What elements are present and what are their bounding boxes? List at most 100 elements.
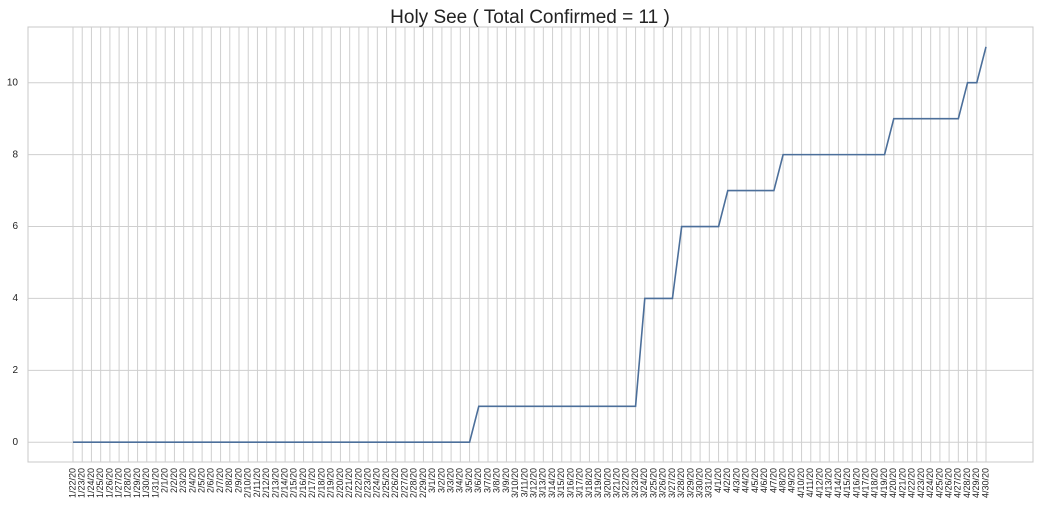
x-tick-label: 2/29/20 <box>418 468 428 498</box>
x-tick-label: 1/27/20 <box>113 468 123 498</box>
y-tick-label: 6 <box>12 221 18 232</box>
x-tick-label: 4/23/20 <box>916 468 926 498</box>
x-tick-label: 3/18/20 <box>584 468 594 498</box>
x-tick-label: 3/26/20 <box>658 468 668 498</box>
x-tick-label: 3/15/20 <box>556 468 566 498</box>
x-tick-label: 3/2/20 <box>436 468 446 493</box>
x-tick-label: 4/21/20 <box>897 468 907 498</box>
x-tick-label: 4/15/20 <box>842 468 852 498</box>
x-tick-label: 2/4/20 <box>187 468 197 493</box>
x-tick-label: 4/8/20 <box>777 468 787 493</box>
x-tick-label: 3/28/20 <box>676 468 686 498</box>
x-tick-label: 3/4/20 <box>455 468 465 493</box>
x-tick-label: 3/3/20 <box>445 468 455 493</box>
x-tick-label: 1/24/20 <box>86 468 96 498</box>
x-tick-label: 3/29/20 <box>685 468 695 498</box>
x-tick-label: 2/23/20 <box>362 468 372 498</box>
chart-title: Holy See ( Total Confirmed = 11 ) <box>390 7 670 28</box>
x-tick-label: 3/19/20 <box>593 468 603 498</box>
x-tick-label: 2/27/20 <box>399 468 409 498</box>
x-tick-label: 1/22/20 <box>67 468 77 498</box>
x-tick-label: 3/8/20 <box>492 468 502 493</box>
x-tick-label: 2/8/20 <box>224 468 234 493</box>
x-tick-label: 3/9/20 <box>501 468 511 493</box>
x-tick-label: 2/7/20 <box>215 468 225 493</box>
x-tick-label: 3/10/20 <box>510 468 520 498</box>
x-tick-label: 2/25/20 <box>381 468 391 498</box>
x-tick-label: 3/7/20 <box>482 468 492 493</box>
x-tick-label: 3/24/20 <box>639 468 649 498</box>
x-tick-label: 2/26/20 <box>390 468 400 498</box>
x-tick-label: 2/9/20 <box>233 468 243 493</box>
x-tick-label: 4/4/20 <box>741 468 751 493</box>
x-tick-label: 3/30/20 <box>694 468 704 498</box>
x-tick-label: 1/28/20 <box>123 468 133 498</box>
x-tick-label: 3/21/20 <box>611 468 621 498</box>
x-tick-label: 3/20/20 <box>602 468 612 498</box>
x-tick-label: 3/12/20 <box>528 468 538 498</box>
x-tick-label: 4/2/20 <box>722 468 732 493</box>
x-tick-label: 2/18/20 <box>316 468 326 498</box>
x-tick-label: 1/31/20 <box>150 468 160 498</box>
x-tick-label: 1/26/20 <box>104 468 114 498</box>
x-tick-label: 2/3/20 <box>178 468 188 493</box>
x-tick-label: 4/9/20 <box>787 468 797 493</box>
x-tick-label: 2/10/20 <box>243 468 253 498</box>
x-tick-label: 2/13/20 <box>270 468 280 498</box>
y-tick-label: 10 <box>7 77 19 88</box>
x-tick-label: 2/15/20 <box>289 468 299 498</box>
x-tick-label: 1/25/20 <box>95 468 105 498</box>
x-tick-label: 2/6/20 <box>206 468 216 493</box>
x-tick-label: 2/24/20 <box>372 468 382 498</box>
line <box>73 46 987 444</box>
x-tick-label: 4/10/20 <box>796 468 806 498</box>
x-tick-label: 3/25/20 <box>648 468 658 498</box>
x-tick-label: 3/1/20 <box>427 468 437 493</box>
y-tick-label: 0 <box>12 437 18 448</box>
x-tick-label: 3/31/20 <box>704 468 714 498</box>
x-tick-label: 4/1/20 <box>713 468 723 493</box>
x-tick-label: 3/6/20 <box>473 468 483 493</box>
x-tick-label: 3/23/20 <box>630 468 640 498</box>
x-tick-label: 4/26/20 <box>943 468 953 498</box>
y-tick-label: 2 <box>12 365 18 376</box>
x-tick-label: 3/5/20 <box>464 468 474 493</box>
x-tick-label: 2/14/20 <box>279 468 289 498</box>
x-tick-label: 4/3/20 <box>731 468 741 493</box>
x-tick-label: 4/17/20 <box>860 468 870 498</box>
x-tick-label: 3/27/20 <box>667 468 677 498</box>
x-tick-label: 1/29/20 <box>132 468 142 498</box>
x-tick-label: 4/25/20 <box>934 468 944 498</box>
x-tick-label: 4/20/20 <box>888 468 898 498</box>
x-tick-label: 4/19/20 <box>879 468 889 498</box>
x-tick-label: 2/1/20 <box>160 468 170 493</box>
x-tick-label: 4/22/20 <box>907 468 917 498</box>
x-tick-label: 2/2/20 <box>169 468 179 493</box>
x-tick-label: 2/17/20 <box>307 468 317 498</box>
x-tick-label: 3/13/20 <box>538 468 548 498</box>
x-tick-label: 4/11/20 <box>805 468 815 497</box>
x-tick-label: 4/6/20 <box>759 468 769 493</box>
x-tick-label: 2/28/20 <box>409 468 419 498</box>
x-tick-label: 4/28/20 <box>962 468 972 498</box>
x-tick-label: 4/12/20 <box>814 468 824 498</box>
x-tick-label: 2/12/20 <box>261 468 271 498</box>
x-tick-label: 1/30/20 <box>141 468 151 498</box>
x-tick-label: 4/18/20 <box>870 468 880 498</box>
x-tick-label: 4/30/20 <box>980 468 990 498</box>
x-tick-label: 2/20/20 <box>335 468 345 498</box>
x-tick-label: 4/16/20 <box>851 468 861 498</box>
x-tick-label: 2/5/20 <box>196 468 206 493</box>
x-tick-label: 3/22/20 <box>621 468 631 498</box>
plot-area <box>27 26 1034 463</box>
x-tick-label: 4/24/20 <box>925 468 935 498</box>
x-tick-label: 3/11/20 <box>519 468 529 497</box>
x-tick-label: 1/23/20 <box>77 468 87 498</box>
x-tick-label: 3/17/20 <box>575 468 585 498</box>
x-tick-label: 4/5/20 <box>750 468 760 493</box>
y-tick-label: 8 <box>12 149 18 160</box>
x-tick-label: 4/14/20 <box>833 468 843 498</box>
x-tick-label: 4/13/20 <box>824 468 834 498</box>
y-tick-label: 4 <box>12 293 18 304</box>
x-tick-label: 4/29/20 <box>971 468 981 498</box>
